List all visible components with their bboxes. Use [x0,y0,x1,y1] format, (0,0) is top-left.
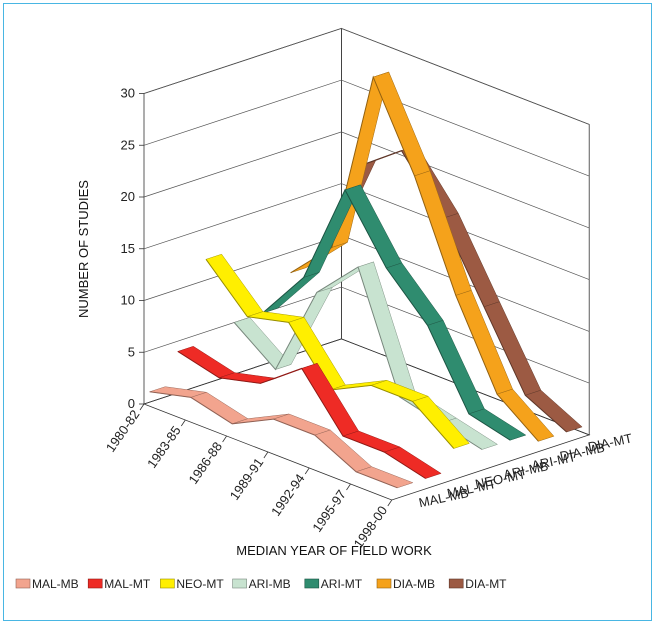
chart-3d-ribbon: 0 5 10 15 20 25 30 1980-82 1983-85 1986-88 1989-9… [15,27,634,591]
gridline [143,28,590,125]
y-tick-label: 10 [121,293,135,308]
chart-frame: 0 5 10 15 20 25 30 1980-82 1983-85 1986-88 1989-9… [3,3,652,621]
ribbon-top-face [372,71,431,177]
y-tick-label: 0 [128,396,135,411]
y-axis-title: NUMBER OF STUDIES [76,180,91,318]
gridline [143,183,590,280]
legend-swatch [160,578,175,589]
ribbon-edge [177,350,426,479]
ribbon-top-face [344,184,403,269]
x-tick-mark [387,499,393,507]
y-tick-label: 5 [128,344,135,359]
x-axis-title: MEDIAN YEAR OF FIELD WORK [236,543,432,558]
x-tick-mark [222,435,227,443]
series-ribbon [149,386,414,489]
legend-swatch [232,578,247,589]
ribbon-edge [262,188,511,441]
x-tick-mark [346,483,351,491]
gridline [143,131,590,229]
legend-label: NEO-MT [176,577,224,591]
series-ribbon [177,346,442,479]
x-tick-mark [180,419,186,427]
legend-label: ARI-MB [249,577,291,591]
ribbon-top-face [383,446,442,479]
legend-swatch [448,578,464,589]
x-tick-label: 1989-91 [227,455,267,503]
chart-ribbons [149,71,583,489]
y-tick-label: 30 [121,86,135,101]
legend-swatch [304,578,320,589]
y-axis-ticks: 0 5 10 15 20 25 30 [121,86,144,411]
x-tick-mark [304,467,310,475]
y-tick-label: 20 [121,189,135,204]
y-tick-label: 25 [121,137,135,152]
legend-label: ARI-MT [321,577,363,591]
legend-label: DIA-MB [393,577,435,591]
ribbon-top-face [355,466,414,489]
legend-swatch [376,578,392,589]
x-tick-label: 1995-97 [309,487,349,535]
legend-swatch [87,578,103,589]
ribbon-edge [149,391,398,489]
chart-legend: MAL-MB MAL-MT NEO-MT ARI-MB ARI-MT DIA-MB DIA-… [15,577,507,591]
y-tick-label: 15 [121,241,135,256]
depth-tick-label: DIA-MT [587,430,634,454]
legend-swatch [15,578,31,589]
x-tick-label: 1986-88 [185,439,225,487]
x-tick-label: 1992-94 [268,471,308,519]
ribbon-top-face [272,413,332,436]
ribbon-top-face [385,262,444,326]
series-ribbon [205,253,470,449]
ribbon-top-face [205,253,264,317]
gridline [143,79,590,177]
ribbon-top-face [177,346,236,379]
x-tick-label: 1983-85 [144,423,184,471]
legend-label: MAL-MB [32,577,79,591]
series-ribbon [262,184,527,441]
legend-label: MAL-MT [104,577,151,591]
x-tick-mark [139,403,145,411]
x-tick-mark [263,451,269,459]
ribbon-top-face [190,392,249,425]
ribbon-edge [290,75,539,442]
legend-label: DIA-MT [465,577,507,591]
x-tick-label: 1980-82 [103,407,143,455]
